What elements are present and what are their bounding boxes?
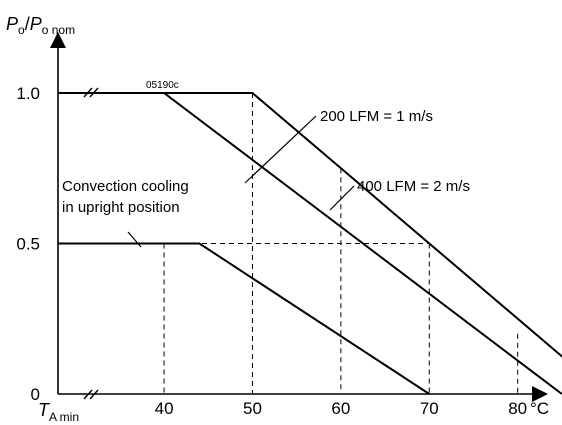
leader-400lfm [329,185,355,211]
y-axis-title: Po/Po nom [6,14,75,37]
series-line-1 [58,242,430,395]
y-tick-label: 0.5 [16,235,40,254]
y-tick-label: 1.0 [16,84,40,103]
x-unit-label: °C [530,399,549,418]
y-tick-label: 0 [31,385,40,404]
x-tick-label: 80 [508,399,527,418]
x-tick-label: 60 [331,399,350,418]
leader-200lfm [244,115,317,184]
series-lines [58,92,562,395]
x-axis-title: TA min [38,400,79,424]
annotation-convection-line1: Convection cooling [62,178,189,195]
y-tick-labels: 1.0 0.5 0 [16,84,40,404]
x-tick-label: 40 [155,399,174,418]
annotation-400lfm: 400 LFM = 2 m/s [357,178,470,195]
series-line-3 [58,92,562,358]
annotation-convection-line2: in upright position [62,199,180,216]
x-tick-label: 70 [420,399,439,418]
x-tick-labels: 405060708090 [155,399,528,418]
x-tick-label: 50 [243,399,262,418]
annotation-200lfm: 200 LFM = 1 m/s [320,108,433,125]
leader-convection [127,231,142,248]
guide-lines [58,93,519,394]
figure-code: 05190c [146,80,179,91]
